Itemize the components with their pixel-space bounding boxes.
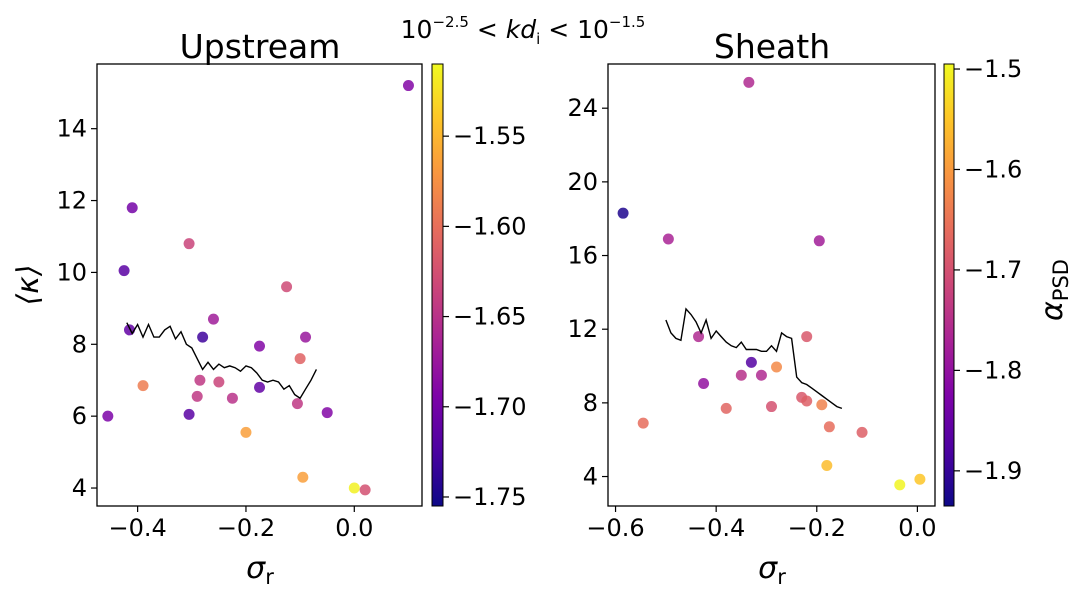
sheath-y-tick-label: 8: [583, 389, 598, 417]
sheath-scatter-point: [698, 378, 710, 390]
upstream-colorbar-tick-label: −1.75: [453, 483, 527, 511]
sheath-y-tick-label: 4: [583, 463, 598, 491]
upstream-colorbar-tick-label: −1.60: [453, 212, 527, 240]
upstream-trend-line: [126, 322, 318, 400]
sheath-scatter-point: [637, 417, 649, 429]
sheath-scatter-point: [662, 233, 674, 245]
sheath-colorbar-tick-label: −1.5: [964, 55, 1022, 83]
sheath-scatter-point: [743, 76, 755, 88]
upstream-scatter-point: [281, 281, 293, 293]
sheath-panel: Sheath σr αPSD: [607, 27, 1073, 589]
sheath-scatter-point: [766, 401, 777, 413]
sheath-colorbar-tick-label: −1.6: [964, 155, 1022, 183]
upstream-title: Upstream: [180, 27, 341, 66]
upstream-scatter-point: [321, 407, 333, 419]
sheath-x-tick-label: −0.2: [788, 514, 846, 542]
sheath-scatter-point: [693, 331, 705, 343]
sheath-y-tick-label: 24: [567, 94, 598, 122]
upstream-scatter-point: [254, 381, 265, 393]
upstream-y-tick-label: 14: [56, 115, 87, 143]
upstream-y-tick-label: 6: [72, 402, 87, 430]
sheath-x-tick-label: 0.0: [898, 514, 936, 542]
upstream-scatter-point: [183, 238, 195, 250]
upstream-scatter-point: [294, 353, 306, 365]
upstream-scatter-point: [102, 410, 114, 422]
upstream-scatter-point: [300, 331, 312, 343]
upstream-colorbar: [431, 63, 444, 507]
upstream-scatter-point: [194, 374, 206, 386]
sheath-scatter-point: [720, 402, 732, 414]
upstream-scatter-point: [297, 471, 309, 483]
upstream-scatter-point: [240, 426, 252, 438]
sheath-colorbar: [943, 63, 955, 507]
sheath-scatter-point: [745, 356, 757, 368]
upstream-scatter-point: [348, 482, 360, 494]
upstream-plot-frame: [96, 63, 423, 507]
upstream-colorbar-tick-label: −1.65: [453, 303, 527, 331]
upstream-x-label: σr: [246, 551, 274, 589]
sheath-y-tick-label: 12: [567, 315, 598, 343]
upstream-scatter-point: [126, 202, 138, 214]
figure-suptitle: 10−2.5 < kdi < 10−1.5: [401, 13, 646, 48]
sheath-scatter-point: [894, 479, 906, 491]
upstream-scatter-point: [359, 484, 371, 496]
sheath-scatter-point: [821, 459, 833, 471]
sheath-colorbar-tick-label: −1.9: [964, 457, 1022, 485]
upstream-scatter-point: [207, 313, 219, 325]
sheath-trend-line: [665, 307, 843, 410]
sheath-scatter-point: [914, 473, 926, 485]
chart-marks: −0.4 −0.2 0.0468101214−1.75−1.70−1.65−1.60…: [56, 55, 1022, 542]
upstream-y-tick-label: 12: [56, 187, 87, 215]
upstream-y-tick-label: 8: [72, 330, 87, 358]
upstream-panel: Upstream ⟨κ⟩ σr: [11, 27, 444, 589]
sheath-x-tick-label: −0.6: [586, 514, 644, 542]
sheath-scatter-point: [801, 331, 813, 343]
upstream-scatter-point: [124, 324, 135, 336]
upstream-x-tick-label: −0.4: [108, 514, 166, 542]
sheath-colorbar-label: αPSD: [1035, 259, 1073, 321]
sheath-scatter-point: [771, 361, 783, 373]
upstream-scatter-point: [402, 80, 414, 92]
sheath-y-tick-label: 16: [567, 242, 598, 270]
upstream-scatter-point: [197, 331, 209, 343]
upstream-x-tick-label: −0.2: [217, 514, 275, 542]
upstream-y-tick-label: 4: [72, 474, 87, 502]
upstream-scatter-point: [137, 380, 149, 392]
upstream-x-tick-label: 0.0: [335, 514, 373, 542]
sheath-scatter-point: [617, 207, 629, 219]
upstream-colorbar-tick-label: −1.70: [453, 393, 527, 421]
sheath-title: Sheath: [714, 27, 830, 66]
sheath-scatter-point: [813, 235, 825, 247]
upstream-y-tick-label: 10: [56, 258, 87, 286]
upstream-scatter-point: [226, 392, 238, 404]
sheath-scatter-point: [801, 395, 813, 407]
upstream-scatter-point: [183, 408, 195, 420]
upstream-scatter-point: [254, 340, 265, 352]
sheath-plot-frame: [607, 63, 936, 507]
sheath-x-label: σr: [758, 551, 786, 589]
upstream-scatter-point: [291, 398, 303, 410]
upstream-scatter-point: [213, 376, 225, 388]
sheath-scatter-point: [823, 421, 835, 433]
upstream-y-label: ⟨κ⟩: [11, 264, 46, 305]
sheath-scatter-point: [856, 426, 868, 438]
sheath-colorbar-tick-label: −1.7: [964, 256, 1022, 284]
sheath-colorbar-tick-label: −1.8: [964, 356, 1022, 384]
upstream-scatter-point: [118, 265, 130, 277]
upstream-colorbar-tick-label: −1.55: [453, 122, 527, 150]
sheath-scatter-point: [816, 399, 828, 411]
sheath-scatter-point: [755, 369, 767, 381]
upstream-scatter-point: [191, 390, 203, 402]
sheath-scatter-point: [735, 369, 747, 381]
sheath-x-tick-label: −0.4: [687, 514, 745, 542]
sheath-y-tick-label: 20: [567, 168, 598, 196]
